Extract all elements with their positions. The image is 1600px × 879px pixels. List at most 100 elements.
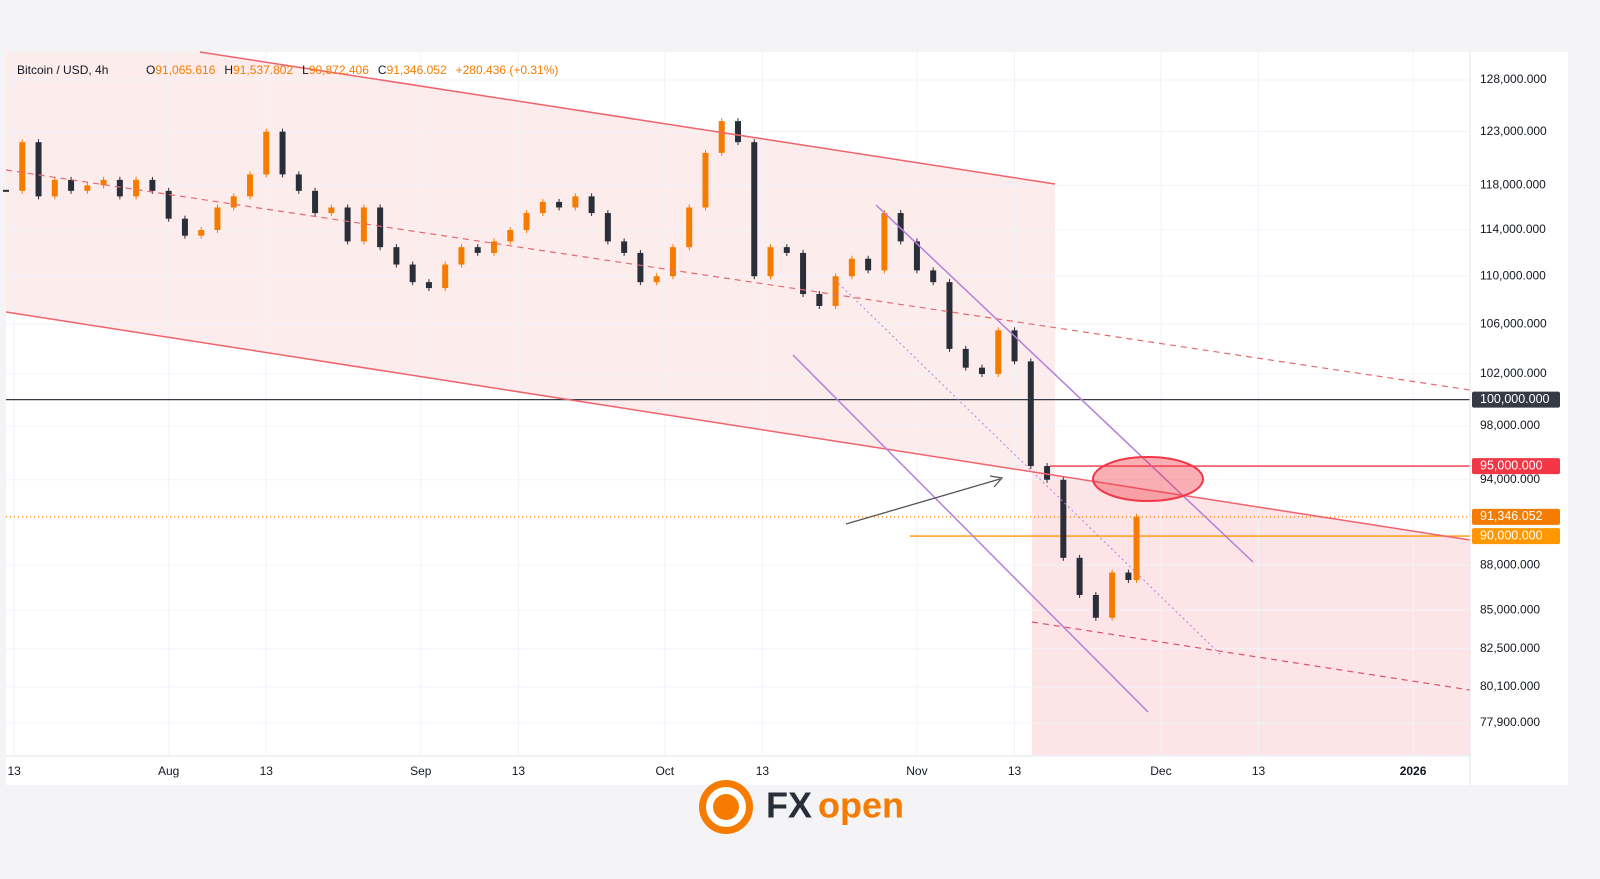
- candle: [1125, 572, 1132, 580]
- price-tag-label: 91,346.052: [1480, 509, 1543, 523]
- candle: [572, 196, 579, 208]
- candle: [751, 142, 758, 277]
- channel-mid: [5, 169, 1471, 391]
- candle: [491, 241, 497, 253]
- y-tick-label: 110,000.000: [1480, 268, 1546, 282]
- candle: [198, 229, 205, 236]
- candle: [181, 218, 188, 236]
- logo: FX open: [699, 780, 904, 834]
- candle: [735, 121, 741, 143]
- candle: [1076, 557, 1083, 595]
- price-tag: [1472, 508, 1560, 525]
- arrow-head: [989, 475, 1004, 488]
- y-tick-label: 123,000.000: [1480, 124, 1547, 138]
- x-tick-label: 13: [1252, 764, 1266, 778]
- candle: [84, 185, 91, 191]
- x-tick-label: Aug: [158, 764, 179, 778]
- x-tick-label: Oct: [655, 764, 674, 778]
- candle: [897, 213, 904, 242]
- candle: [3, 189, 9, 192]
- ohlc-key: O: [146, 63, 155, 77]
- ohlc-value: 91,065.616: [155, 63, 215, 77]
- candle: [1011, 330, 1018, 362]
- logo-text: open: [818, 785, 904, 826]
- logo-icon: [713, 794, 739, 820]
- candle: [312, 190, 319, 214]
- candle: [556, 201, 563, 208]
- candle: [263, 131, 270, 175]
- candle: [247, 174, 253, 197]
- candle: [946, 282, 953, 349]
- candle: [604, 213, 611, 242]
- drawings: [5, 51, 1471, 713]
- candle: [1060, 479, 1067, 558]
- candle: [979, 367, 985, 375]
- price-tag-label: 100,000.000: [1480, 392, 1550, 406]
- candle: [816, 294, 823, 307]
- candle: [214, 207, 221, 230]
- symbol: Bitcoin / USD, 4h: [17, 63, 108, 77]
- candle: [279, 131, 286, 175]
- candle: [523, 213, 530, 230]
- candle: [1109, 572, 1116, 618]
- candle: [637, 252, 644, 283]
- candle: [458, 247, 465, 265]
- purple-top: [875, 204, 1254, 563]
- price-tag: [1472, 458, 1560, 475]
- y-tick-label: 102,000.000: [1480, 366, 1547, 380]
- marks: [3, 118, 1470, 621]
- x-tick-label: 13: [756, 764, 770, 778]
- price-tag: [1472, 391, 1560, 408]
- x-tick-label: 13: [7, 764, 21, 778]
- x-tick-label: Nov: [906, 764, 927, 778]
- candle: [377, 207, 384, 248]
- y-tick-label: 85,000.000: [1480, 602, 1540, 616]
- candle: [360, 207, 367, 242]
- candle: [295, 174, 302, 191]
- ohlc-key: C: [378, 63, 387, 77]
- candle: [393, 247, 400, 265]
- candle: [116, 179, 123, 197]
- logo-text: FX: [766, 785, 812, 826]
- support-dashed: [1031, 621, 1471, 691]
- channel-bottom: [5, 311, 1471, 541]
- price-tag-label: 90,000.000: [1480, 528, 1543, 542]
- candle: [442, 264, 449, 289]
- y-tick-label: 128,000.000: [1480, 72, 1547, 86]
- y-tick-label: 98,000.000: [1480, 418, 1540, 432]
- x-tick-label: Sep: [410, 764, 432, 778]
- candle: [474, 247, 481, 253]
- candle: [1092, 594, 1099, 618]
- candle: [767, 247, 774, 277]
- price-tag: [1472, 528, 1560, 545]
- y-tick-label: 82,500.000: [1480, 641, 1540, 655]
- ohlc-key: L: [302, 63, 309, 77]
- target-ellipse: [1092, 456, 1204, 502]
- x-tick-label: 13: [260, 764, 274, 778]
- candle: [539, 201, 546, 214]
- candle: [588, 196, 595, 214]
- zone-fill: [1032, 471, 1470, 755]
- candle: [100, 179, 107, 186]
- y-tick-label: 106,000.000: [1480, 316, 1547, 330]
- candle: [865, 258, 872, 271]
- x-tick-label: 13: [512, 764, 526, 778]
- candle: [425, 282, 432, 289]
- candle: [800, 252, 807, 295]
- x-tick-label: 13: [1008, 764, 1022, 778]
- ohlc: O91,065.616 H91,537.802 L90,872.406 C91,346…: [146, 63, 558, 77]
- candle: [165, 190, 172, 219]
- candle: [995, 330, 1002, 375]
- candle: [409, 264, 416, 283]
- candle: [133, 179, 140, 197]
- ohlc-value: 90,872.406: [309, 63, 369, 77]
- ohlc-value: 91,346.052: [387, 63, 447, 77]
- y-tick-label: 88,000.000: [1480, 557, 1540, 571]
- candle: [1027, 361, 1034, 467]
- candle: [328, 207, 335, 214]
- candle: [1044, 466, 1051, 480]
- axis: 128,000.000 123,000.000 118,000.000 114,000…: [6, 52, 1560, 785]
- candle: [507, 229, 514, 242]
- y-tick-label: 80,100.000: [1480, 679, 1540, 693]
